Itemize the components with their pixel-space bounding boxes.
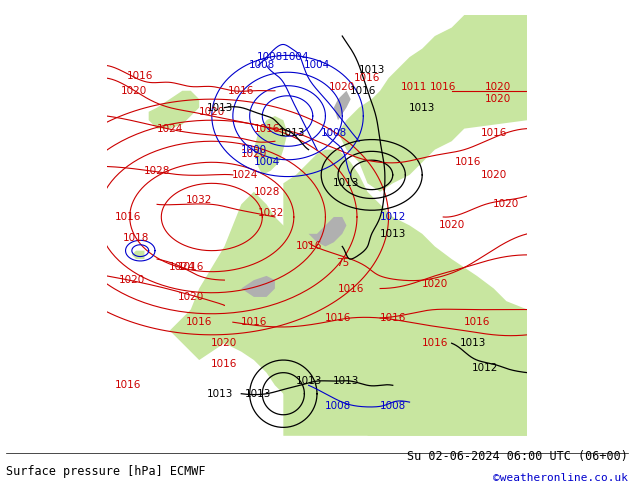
Text: 1020: 1020 [241, 149, 267, 159]
Text: 1013: 1013 [333, 178, 359, 188]
Text: 1020: 1020 [422, 279, 448, 289]
Text: 1016: 1016 [354, 73, 380, 83]
Text: 1016: 1016 [295, 242, 322, 251]
Text: 1013: 1013 [460, 338, 486, 348]
Text: 1016: 1016 [325, 313, 351, 323]
Text: 1020: 1020 [329, 81, 356, 92]
Text: 1011: 1011 [401, 81, 427, 92]
Text: 1008: 1008 [249, 60, 275, 71]
Text: 1016: 1016 [463, 317, 490, 327]
Text: 1013: 1013 [358, 65, 385, 74]
Text: ©weatheronline.co.uk: ©weatheronline.co.uk [493, 473, 628, 483]
Text: 1018: 1018 [123, 233, 149, 243]
Text: 1024: 1024 [232, 170, 259, 180]
Polygon shape [132, 251, 145, 259]
Text: 1013: 1013 [409, 102, 436, 113]
Text: 1024: 1024 [157, 123, 183, 134]
Text: 1032: 1032 [186, 195, 212, 205]
Text: 1016: 1016 [228, 86, 254, 96]
Text: 1020: 1020 [439, 220, 465, 230]
Text: 1013: 1013 [380, 229, 406, 239]
Text: 1020: 1020 [121, 86, 147, 96]
Polygon shape [170, 192, 392, 427]
Text: 1013: 1013 [207, 389, 233, 399]
Text: 1004: 1004 [304, 60, 330, 71]
Text: 1020: 1020 [485, 81, 511, 92]
Text: 1016: 1016 [186, 317, 212, 327]
Text: 1013: 1013 [245, 389, 271, 399]
Text: 1016: 1016 [115, 380, 141, 391]
Text: 1016: 1016 [211, 359, 238, 369]
Text: Su 02-06-2024 06:00 UTC (06+00): Su 02-06-2024 06:00 UTC (06+00) [407, 450, 628, 463]
Text: 1016: 1016 [127, 71, 153, 81]
Text: 1032: 1032 [257, 208, 284, 218]
Text: 1016: 1016 [178, 263, 204, 272]
Text: 1012: 1012 [472, 364, 498, 373]
Polygon shape [368, 204, 527, 436]
Polygon shape [334, 91, 351, 120]
Text: 1016: 1016 [350, 86, 377, 96]
Text: 1016: 1016 [481, 128, 507, 138]
Text: 1016: 1016 [430, 81, 456, 92]
Text: 1016: 1016 [115, 212, 141, 222]
Text: 1004: 1004 [254, 157, 280, 167]
Text: 1028: 1028 [144, 166, 171, 176]
Text: 1008: 1008 [321, 128, 347, 138]
Text: 1028: 1028 [254, 187, 280, 197]
Polygon shape [283, 149, 527, 436]
Text: 75: 75 [335, 258, 349, 268]
Text: 1024: 1024 [169, 263, 195, 272]
Text: 1020: 1020 [119, 275, 145, 285]
Text: 1020: 1020 [178, 292, 204, 302]
Polygon shape [338, 15, 527, 192]
Text: 1000: 1000 [241, 145, 267, 155]
Text: 1016: 1016 [241, 317, 267, 327]
Text: 1008: 1008 [325, 401, 351, 411]
Polygon shape [149, 91, 199, 128]
Text: 1016: 1016 [337, 284, 364, 294]
Polygon shape [254, 116, 288, 175]
Text: 1008: 1008 [380, 401, 406, 411]
Polygon shape [107, 436, 527, 478]
Text: 10081004: 10081004 [257, 52, 309, 62]
Text: 1016: 1016 [455, 157, 482, 167]
Text: 1016: 1016 [254, 123, 280, 134]
Text: 1020: 1020 [198, 107, 225, 117]
Polygon shape [242, 276, 275, 297]
Text: 1016: 1016 [422, 338, 448, 348]
Text: 1012: 1012 [380, 212, 406, 222]
Text: Surface pressure [hPa] ECMWF: Surface pressure [hPa] ECMWF [6, 465, 206, 478]
Polygon shape [309, 217, 346, 246]
Text: 1020: 1020 [481, 170, 507, 180]
Text: 1013: 1013 [295, 376, 322, 386]
Text: 1013: 1013 [333, 376, 359, 386]
Text: 1016: 1016 [380, 313, 406, 323]
Text: 1013: 1013 [278, 128, 305, 138]
Text: 1013: 1013 [207, 102, 233, 113]
Text: 1020: 1020 [485, 94, 511, 104]
Text: 1020: 1020 [493, 199, 519, 209]
Text: 1020: 1020 [211, 338, 238, 348]
